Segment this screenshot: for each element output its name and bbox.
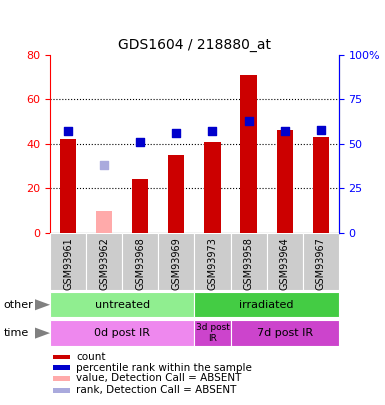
Point [246,117,252,124]
Point [209,128,216,134]
Bar [50,233,86,290]
Bar [53,355,70,360]
Polygon shape [35,299,50,310]
Text: GSM93961: GSM93961 [63,237,73,290]
Text: GSM93969: GSM93969 [171,237,181,290]
Bar [50,292,194,318]
Bar [60,139,76,233]
Title: GDS1604 / 218880_at: GDS1604 / 218880_at [118,38,271,52]
Text: 3d post
IR: 3d post IR [196,324,229,343]
Bar [194,320,231,346]
Text: 7d post IR: 7d post IR [256,328,313,338]
Bar [313,137,329,233]
Point [281,128,288,134]
Bar [276,130,293,233]
Text: time: time [4,328,29,338]
Bar [204,142,221,233]
Bar [241,75,257,233]
Bar [96,211,112,233]
Text: GSM93962: GSM93962 [99,237,109,290]
Text: GSM93973: GSM93973 [208,237,218,290]
Bar [194,233,231,290]
Bar [86,233,122,290]
Point [101,162,107,168]
Text: 0d post IR: 0d post IR [94,328,150,338]
Point [65,128,71,134]
Text: irradiated: irradiated [239,300,294,310]
Text: GSM93958: GSM93958 [244,237,254,290]
Point [137,139,143,145]
Text: rank, Detection Call = ABSENT: rank, Detection Call = ABSENT [76,385,236,395]
Bar [168,155,184,233]
Text: untreated: untreated [95,300,150,310]
Text: GSM93964: GSM93964 [280,237,290,290]
Text: value, Detection Call = ABSENT: value, Detection Call = ABSENT [76,373,241,384]
Point [173,130,179,136]
Bar [194,292,339,318]
Bar [53,388,70,392]
Bar [53,376,70,381]
Text: percentile rank within the sample: percentile rank within the sample [76,363,252,373]
Text: other: other [4,300,33,310]
Bar [231,320,339,346]
Bar [231,233,266,290]
Polygon shape [35,327,50,339]
Bar [303,233,339,290]
Text: GSM93968: GSM93968 [135,237,145,290]
Bar [53,365,70,370]
Text: count: count [76,352,105,362]
Bar [50,320,194,346]
Point [318,126,324,133]
Text: GSM93967: GSM93967 [316,237,326,290]
Bar [132,179,148,233]
Bar [266,233,303,290]
Bar [158,233,194,290]
Bar [122,233,158,290]
